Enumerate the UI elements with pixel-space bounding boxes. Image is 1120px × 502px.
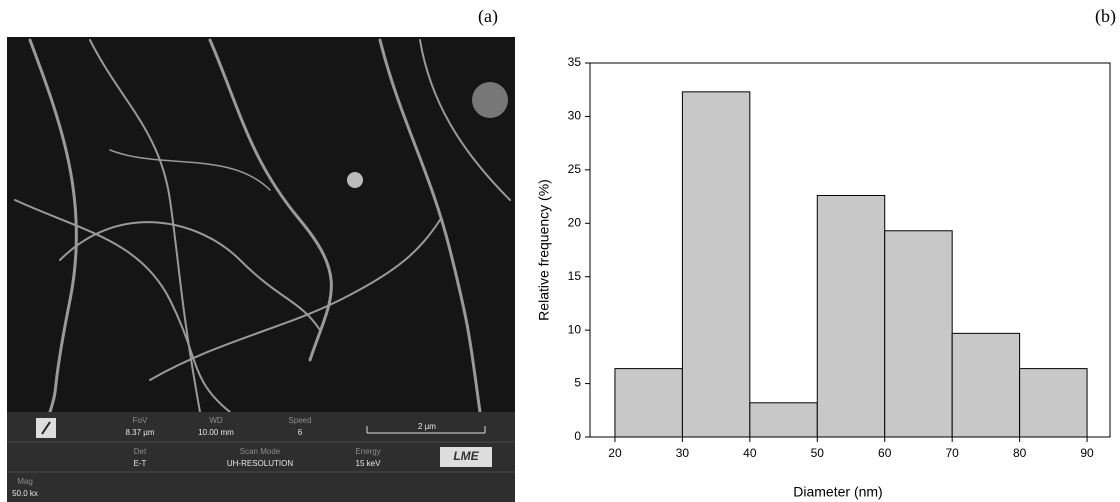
panel-label: (b) xyxy=(1095,6,1116,27)
info-value: 8.37 µm xyxy=(125,428,154,437)
y-axis-title: Relative frequency (%) xyxy=(536,179,552,321)
info-value: 15 keV xyxy=(356,459,382,468)
x-tick-label: 70 xyxy=(945,446,959,460)
sem-info-bar: FoV 8.37 µm WD 10.00 mm Speed 6 2 µm Det… xyxy=(7,412,515,502)
info-value: 50.0 kx xyxy=(12,489,38,498)
y-tick-label: 20 xyxy=(568,215,582,229)
info-value: 10.00 mm xyxy=(198,428,234,437)
x-tick-label: 40 xyxy=(743,446,757,460)
info-value: 6 xyxy=(298,428,303,437)
y-tick-label: 15 xyxy=(568,269,582,283)
bar xyxy=(951,332,1021,438)
x-tick-label: 20 xyxy=(608,446,622,460)
panel-label: (a) xyxy=(478,6,498,27)
y-tick-label: 25 xyxy=(568,162,582,176)
info-value: UH-RESOLUTION xyxy=(227,459,293,468)
info-label: Mag xyxy=(17,477,33,486)
x-tick-label: 80 xyxy=(1013,446,1027,460)
info-value: E-T xyxy=(134,459,147,468)
x-tick-label: 60 xyxy=(878,446,892,460)
bar xyxy=(1019,368,1088,438)
info-label: WD xyxy=(209,416,223,425)
y-tick-label: 0 xyxy=(574,429,581,443)
bar xyxy=(614,368,683,438)
y-tick-label: 35 xyxy=(568,55,582,69)
bar xyxy=(749,402,818,438)
y-tick-label: 5 xyxy=(574,376,581,390)
plot-frame xyxy=(589,62,1111,438)
info-label: FoV xyxy=(133,416,148,425)
info-label: Energy xyxy=(355,447,380,456)
x-tick-label: 90 xyxy=(1080,446,1094,460)
sem-image xyxy=(7,37,515,414)
bar xyxy=(884,230,953,438)
y-tick-label: 10 xyxy=(568,322,582,336)
scale-label: 2 µm xyxy=(418,422,436,431)
info-label: Det xyxy=(134,447,147,456)
info-label: Scan Mode xyxy=(240,447,281,456)
x-axis-title: Diameter (nm) xyxy=(793,484,882,500)
info-label: Speed xyxy=(288,416,311,425)
x-tick-label: 30 xyxy=(676,446,690,460)
y-tick-label: 30 xyxy=(568,109,582,123)
x-tick-label: 50 xyxy=(811,446,825,460)
logo: LME xyxy=(453,449,479,463)
bar xyxy=(816,195,886,438)
bar xyxy=(681,91,751,438)
